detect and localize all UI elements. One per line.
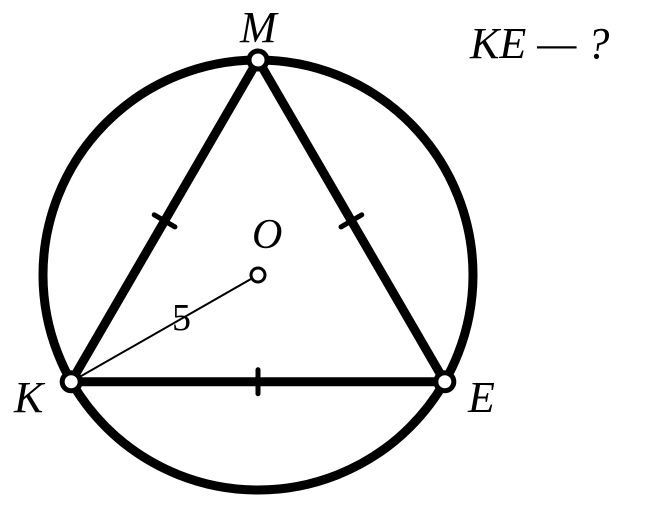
label-K: K: [13, 373, 46, 422]
center-dot: [251, 268, 265, 282]
vertex-E: [436, 373, 454, 391]
label-O: O: [252, 212, 282, 258]
diagram-stage: KE — ? M K E O 5: [0, 0, 657, 531]
figure-wrap: M K E O 5: [0, 0, 657, 531]
geometry-svg: M K E O 5: [0, 0, 657, 531]
vertex-K: [62, 373, 80, 391]
vertex-M: [249, 51, 267, 69]
label-E: E: [467, 373, 495, 422]
label-M: M: [239, 3, 279, 52]
radius-value: 5: [172, 297, 191, 339]
